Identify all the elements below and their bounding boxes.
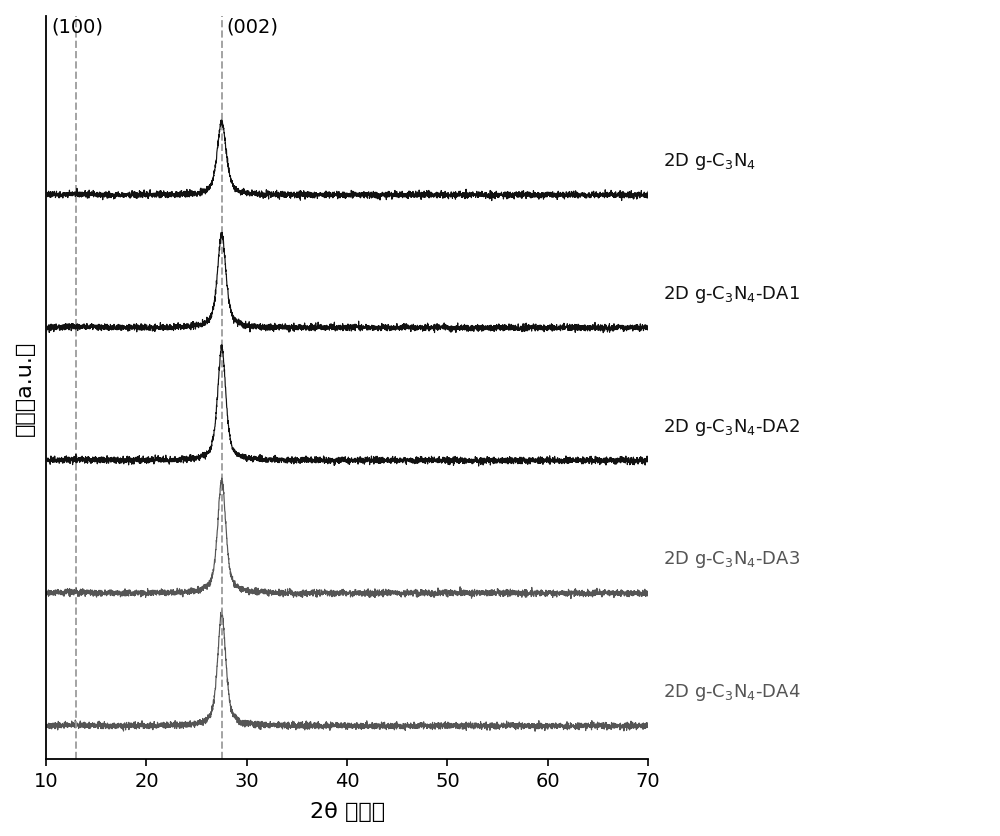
Y-axis label: 强度（a.u.）: 强度（a.u.） <box>15 340 35 436</box>
Text: 2D g-C$_3$N$_4$-DA4: 2D g-C$_3$N$_4$-DA4 <box>663 681 801 702</box>
Text: 2D g-C$_3$N$_4$-DA2: 2D g-C$_3$N$_4$-DA2 <box>663 416 800 437</box>
Text: 2D g-C$_3$N$_4$-DA1: 2D g-C$_3$N$_4$-DA1 <box>663 283 800 304</box>
X-axis label: 2θ （度）: 2θ （度） <box>310 801 385 821</box>
Text: 2D g-C$_3$N$_4$: 2D g-C$_3$N$_4$ <box>663 150 756 172</box>
Text: (002): (002) <box>227 18 279 37</box>
Text: (100): (100) <box>51 18 103 37</box>
Text: 2D g-C$_3$N$_4$-DA3: 2D g-C$_3$N$_4$-DA3 <box>663 548 800 569</box>
